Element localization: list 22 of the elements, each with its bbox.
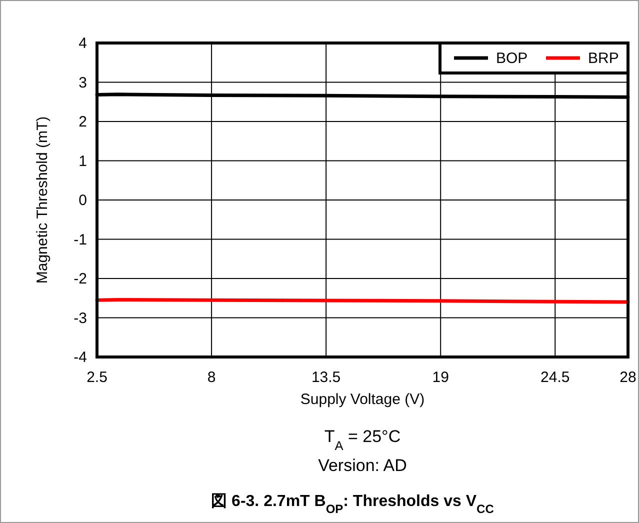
y-tick-label: 1 xyxy=(78,152,87,170)
text: 図 6-3. 2.7mT B$_{OP}$: Thresholds vs V$_{CC}$ xyxy=(211,493,494,516)
y-tick-label: -1 xyxy=(74,231,87,248)
x-tick-label: 28 xyxy=(620,369,636,386)
y-tick-label: 0 xyxy=(78,192,87,209)
y-tick-label: 4 xyxy=(78,35,87,52)
y-tick-label: -4 xyxy=(74,349,87,366)
x-tick-label: 19 xyxy=(432,369,449,386)
legend-label: BRP xyxy=(588,50,619,67)
x-axis-title: Supply Voltage (V) xyxy=(300,391,425,408)
y-axis-title: Magnetic Threshold (mT) xyxy=(34,116,51,284)
y-tick-label: -3 xyxy=(74,310,87,327)
y-tick-label: 3 xyxy=(78,74,87,92)
legend-label: BOP xyxy=(496,50,528,67)
x-tick-label: 13.5 xyxy=(311,369,341,386)
x-tick-label: 8 xyxy=(207,369,216,386)
text: T$_{A}$ = 25°C xyxy=(324,427,401,452)
y-tick-label: -2 xyxy=(74,270,87,288)
text: Version: AD xyxy=(318,456,407,475)
x-tick-label: 2.5 xyxy=(86,369,108,386)
x-tick-label: 24.5 xyxy=(540,369,570,386)
y-tick-label: 2 xyxy=(78,114,87,130)
